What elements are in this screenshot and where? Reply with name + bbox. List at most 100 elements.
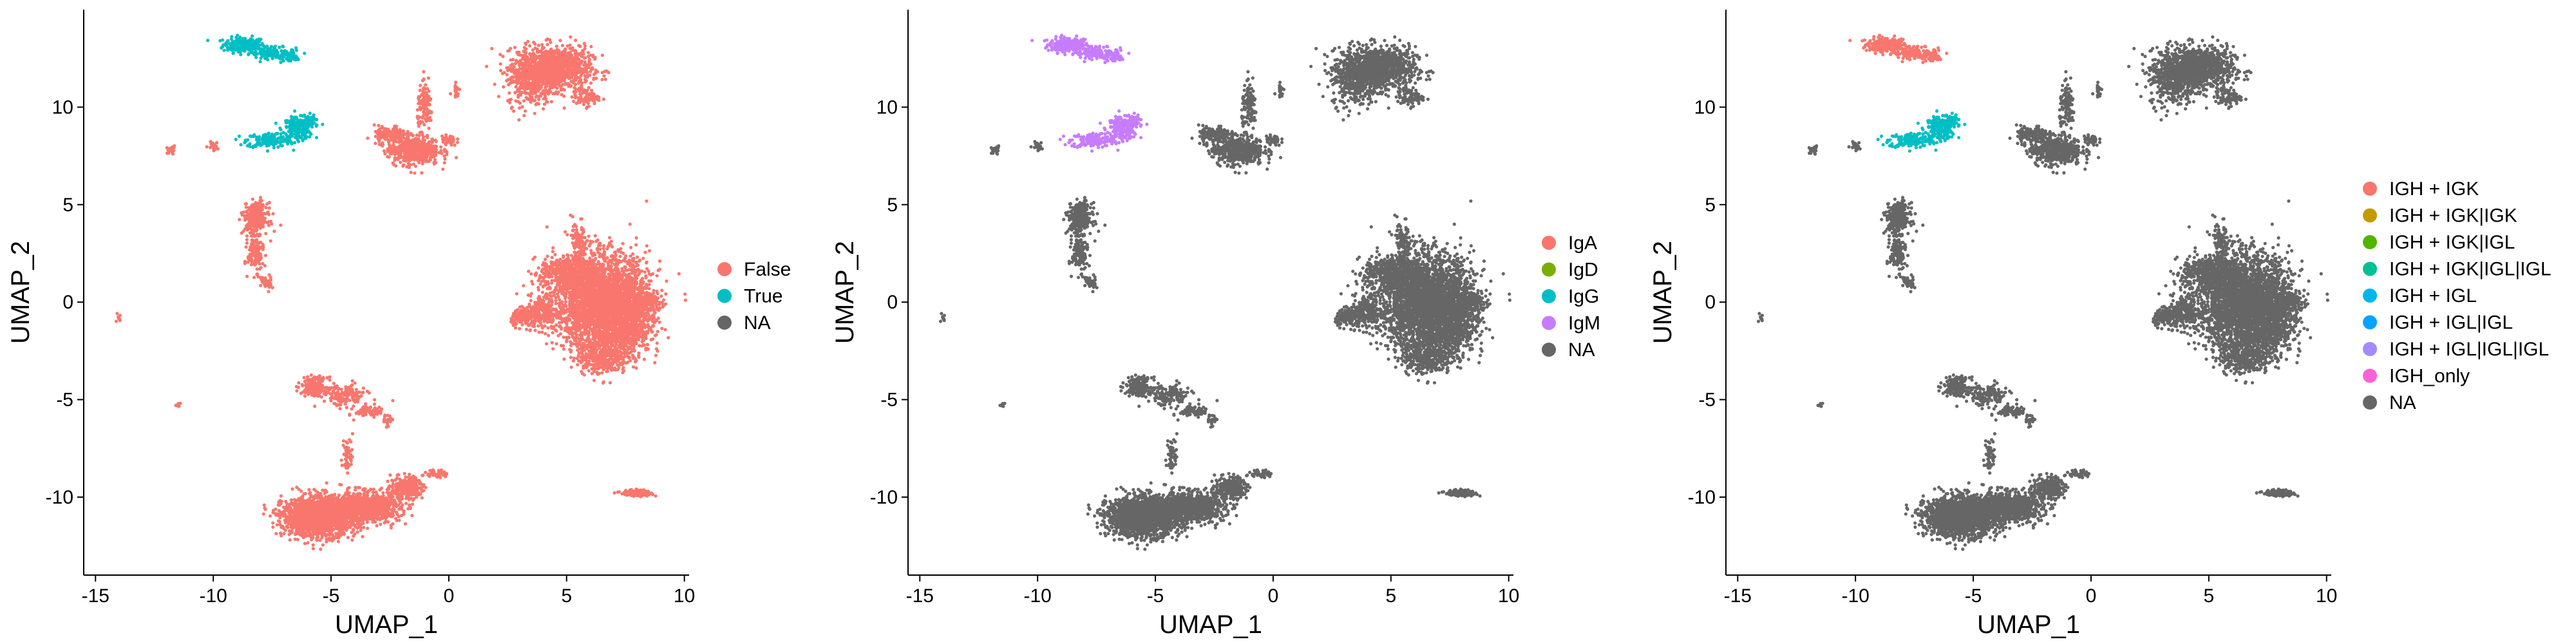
data-point xyxy=(568,76,571,79)
data-point xyxy=(523,70,526,73)
data-point xyxy=(543,75,546,79)
data-point xyxy=(432,155,435,158)
data-point xyxy=(429,158,432,162)
data-point xyxy=(564,48,567,52)
data-point xyxy=(245,40,249,43)
data-point xyxy=(554,91,558,95)
data-point xyxy=(441,167,444,171)
data-point xyxy=(439,149,442,152)
data-point xyxy=(272,230,276,233)
data-point xyxy=(569,68,572,71)
data-point xyxy=(585,70,589,73)
data-point xyxy=(265,50,269,53)
data-point xyxy=(403,152,406,155)
data-point xyxy=(443,161,446,164)
data-point xyxy=(402,129,405,133)
data-point xyxy=(430,118,433,122)
data-point xyxy=(555,44,558,48)
data-point xyxy=(583,78,587,81)
data-point xyxy=(540,58,543,61)
data-point xyxy=(509,98,513,101)
data-point xyxy=(585,93,589,97)
data-point xyxy=(524,42,527,45)
data-point xyxy=(589,70,592,73)
data-point xyxy=(513,46,516,49)
data-point xyxy=(524,51,527,54)
data-point xyxy=(315,118,318,121)
data-point xyxy=(522,86,525,90)
data-point xyxy=(399,128,402,131)
data-point xyxy=(453,144,457,147)
data-point xyxy=(281,131,285,134)
data-point xyxy=(272,146,276,149)
data-point xyxy=(558,53,561,56)
data-point xyxy=(524,84,527,88)
data-point xyxy=(579,52,582,55)
data-point xyxy=(263,46,266,49)
data-point xyxy=(519,93,522,97)
data-point xyxy=(550,79,553,82)
data-point xyxy=(286,126,289,129)
data-point xyxy=(238,218,241,221)
data-point xyxy=(528,97,531,100)
data-point xyxy=(443,137,446,140)
data-point xyxy=(293,141,296,144)
data-point xyxy=(455,91,458,94)
data-point xyxy=(511,106,514,109)
data-point xyxy=(554,50,557,53)
data-point xyxy=(308,131,311,134)
data-point xyxy=(288,129,291,133)
data-point xyxy=(392,135,395,138)
data-point xyxy=(562,71,565,74)
data-point xyxy=(536,68,539,71)
data-point xyxy=(457,87,460,90)
data-point xyxy=(271,135,274,138)
data-point xyxy=(450,138,453,142)
cluster-plasma_top xyxy=(206,33,306,64)
data-point xyxy=(586,74,589,77)
data-point xyxy=(514,99,517,102)
data-point xyxy=(240,143,243,146)
data-point xyxy=(576,66,579,70)
data-point xyxy=(516,60,519,63)
data-point xyxy=(450,141,453,144)
data-point xyxy=(567,54,571,57)
data-point xyxy=(571,73,574,76)
data-point xyxy=(542,107,545,110)
data-point xyxy=(409,163,412,166)
data-point xyxy=(424,118,428,121)
data-point xyxy=(509,59,513,62)
data-point xyxy=(393,146,396,149)
data-point xyxy=(397,154,401,157)
data-point xyxy=(266,58,269,61)
data-point xyxy=(274,44,277,48)
data-point xyxy=(381,125,384,128)
data-point xyxy=(265,202,269,205)
data-point xyxy=(406,145,409,148)
data-point xyxy=(509,82,512,85)
data-point xyxy=(410,171,413,174)
data-point xyxy=(552,66,555,70)
data-point xyxy=(533,99,536,102)
data-point xyxy=(291,126,294,129)
data-point xyxy=(587,97,590,100)
data-point xyxy=(583,56,586,59)
data-point xyxy=(443,157,446,160)
data-point xyxy=(456,141,459,144)
data-point xyxy=(171,152,174,155)
data-point xyxy=(580,86,583,89)
data-point xyxy=(292,149,295,152)
data-point xyxy=(408,148,412,151)
data-point xyxy=(428,109,431,113)
data-point xyxy=(518,102,522,105)
data-point xyxy=(374,135,377,138)
data-point xyxy=(237,50,240,53)
data-point xyxy=(455,156,458,159)
data-point xyxy=(209,146,212,149)
data-point xyxy=(246,138,249,142)
data-point xyxy=(214,147,217,150)
data-point xyxy=(525,59,528,62)
data-point xyxy=(388,155,391,158)
data-point xyxy=(278,46,281,49)
data-point xyxy=(583,61,587,64)
